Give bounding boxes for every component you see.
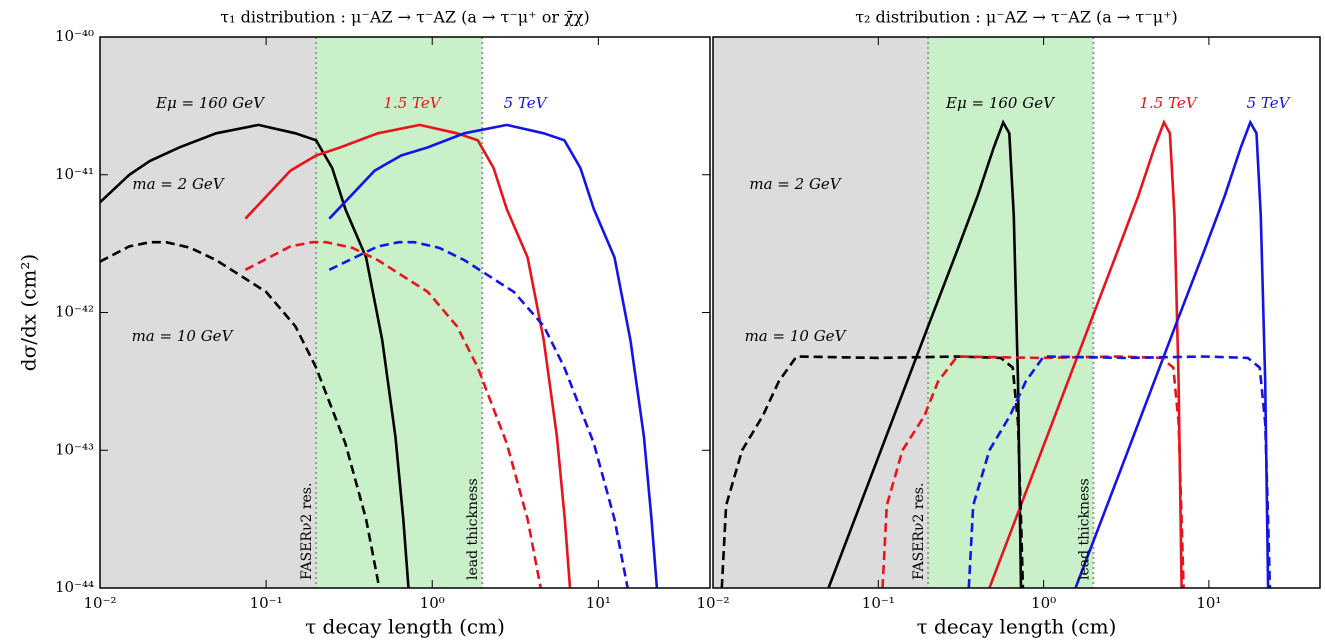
series-line: [244, 240, 542, 588]
plot-area: [100, 37, 659, 588]
series-line: [967, 355, 1272, 588]
boundary-label: FASERν2 res.: [911, 483, 927, 580]
series-line: [827, 119, 1023, 588]
series-line: [100, 240, 381, 588]
boundary-label: lead thickness: [465, 478, 481, 580]
x-tick-label: 10¹: [586, 594, 611, 612]
shaded-region: [316, 37, 483, 588]
series-line: [244, 123, 572, 588]
x-tick-label: 10⁰: [1031, 594, 1056, 612]
series-line: [100, 123, 410, 588]
annotation: ma = 2 GeV: [749, 175, 842, 193]
annotation: 1.5 TeV: [383, 94, 442, 112]
x-tick-label: 10⁻²: [83, 594, 116, 612]
plot-area: [713, 37, 1272, 588]
y-tick-label: 10⁻⁴⁰: [55, 27, 94, 45]
annotation: Eμ = 160 GeV: [945, 94, 1056, 112]
y-tick-label: 10⁻⁴²: [55, 303, 94, 321]
shaded-region: [928, 37, 1094, 588]
annotation: Eμ = 160 GeV: [155, 94, 266, 112]
series-line: [881, 355, 1185, 588]
series-line: [720, 355, 1025, 588]
annotation: 5 TeV: [1247, 94, 1292, 112]
series-line: [328, 240, 629, 588]
x-tick-label: 10⁰: [420, 594, 445, 612]
annotation: 1.5 TeV: [1139, 94, 1198, 112]
x-tick-label: 10⁻²: [696, 594, 729, 612]
x-tick-label: 10¹: [1196, 594, 1221, 612]
y-tick-label: 10⁻⁴⁴: [55, 578, 94, 596]
boundary-label: FASERν2 res.: [299, 483, 315, 580]
y-tick-label: 10⁻⁴³: [55, 440, 94, 458]
y-tick-label: 10⁻⁴¹: [55, 165, 94, 183]
chart-title: τ₁ distribution : μ⁻AZ → τ⁻AZ (a → τ⁻μ⁺ …: [220, 8, 589, 27]
x-tick-label: 10⁻¹: [250, 594, 283, 612]
x-axis-label: τ decay length (cm): [917, 615, 1117, 639]
plot-frame: [712, 36, 1321, 589]
y-axis-label: dσ/dx (cm²): [17, 254, 41, 371]
series-line: [1074, 119, 1270, 588]
x-axis-label: τ decay length (cm): [305, 615, 505, 639]
x-tick-label: 10⁻¹: [862, 594, 895, 612]
chart-title: τ₂ distribution : μ⁻AZ → τ⁻AZ (a → τ⁻μ⁺): [855, 8, 1178, 27]
boundary-label: lead thickness: [1076, 478, 1092, 580]
series-line: [988, 119, 1183, 588]
annotation: ma = 2 GeV: [132, 175, 225, 193]
annotation: ma = 10 GeV: [745, 327, 848, 345]
annotation: 5 TeV: [504, 94, 549, 112]
annotation: ma = 10 GeV: [132, 327, 235, 345]
series-line: [328, 123, 659, 588]
shaded-region: [713, 37, 929, 588]
